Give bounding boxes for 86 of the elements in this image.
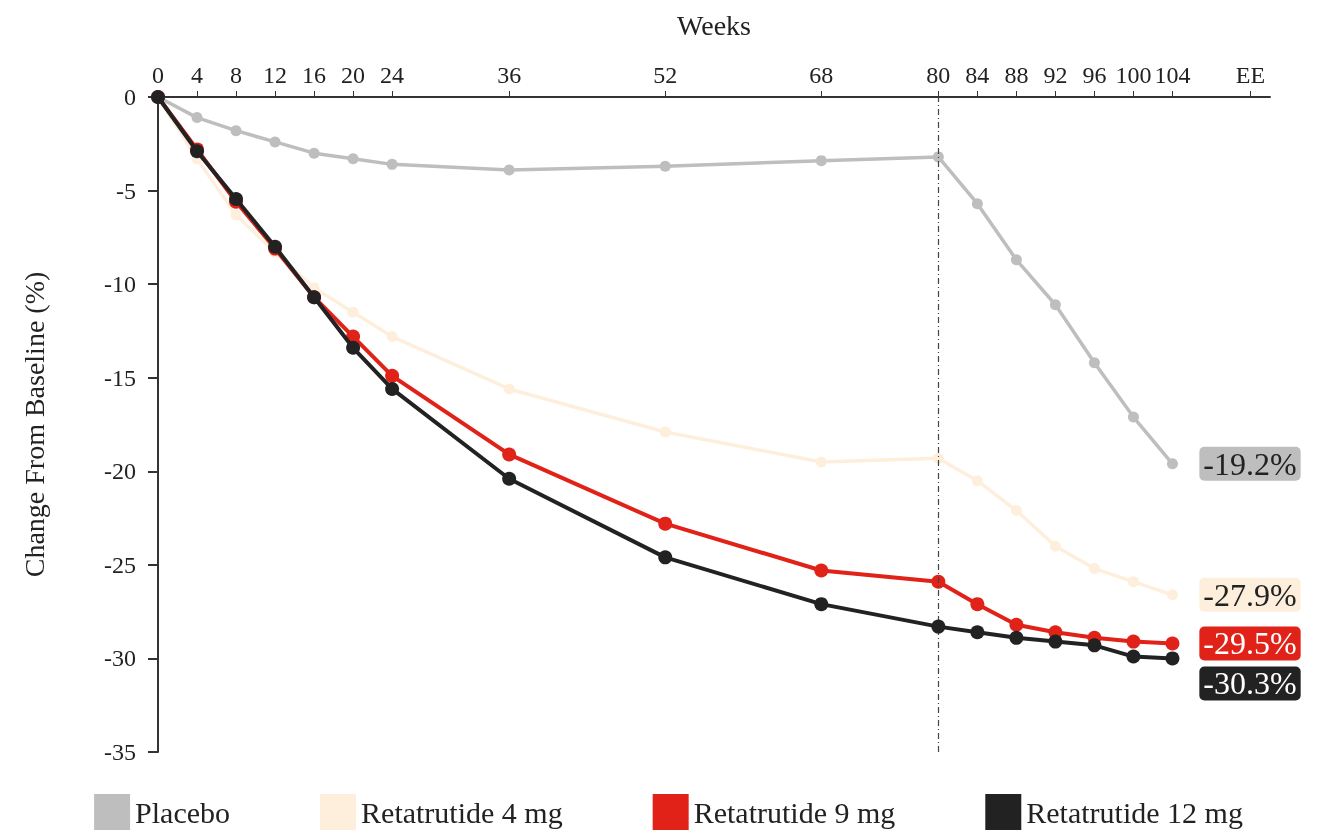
point bbox=[347, 306, 359, 318]
legend-label: Retatrutide 4 mg bbox=[361, 795, 563, 829]
point bbox=[932, 151, 944, 163]
y-tick-label: -30 bbox=[104, 645, 136, 672]
point bbox=[971, 198, 983, 210]
x-tick-label: 52 bbox=[653, 62, 678, 88]
x-tick-label: 80 bbox=[926, 62, 951, 88]
point bbox=[503, 383, 515, 395]
point bbox=[970, 597, 985, 612]
point bbox=[931, 574, 946, 589]
y-tick-label: -5 bbox=[116, 177, 136, 204]
x-tick-label: 92 bbox=[1043, 62, 1068, 88]
point bbox=[1049, 540, 1061, 552]
point bbox=[659, 160, 671, 172]
x-tick-label: 88 bbox=[1004, 62, 1029, 88]
point bbox=[970, 625, 985, 640]
annotation: -29.5% bbox=[1203, 625, 1297, 662]
x-tick-label: 8 bbox=[230, 62, 243, 88]
point bbox=[386, 158, 398, 170]
x-tick-label: 24 bbox=[380, 62, 405, 88]
point bbox=[1048, 634, 1063, 649]
point bbox=[1009, 617, 1024, 632]
x-tick-label: 4 bbox=[191, 62, 204, 88]
point bbox=[386, 331, 398, 343]
y-tick-label: -35 bbox=[104, 739, 136, 765]
x-tick-label: 68 bbox=[809, 62, 834, 88]
point bbox=[191, 112, 203, 124]
point bbox=[658, 550, 673, 565]
point bbox=[346, 340, 361, 355]
x-tick-label: 84 bbox=[965, 62, 990, 88]
point bbox=[1049, 299, 1061, 311]
point bbox=[1087, 638, 1102, 653]
y-axis-title: Change From Baseline (%) bbox=[18, 271, 50, 578]
point bbox=[1010, 254, 1022, 266]
point bbox=[502, 447, 517, 462]
y-tick-label: -25 bbox=[104, 551, 136, 578]
point bbox=[658, 516, 673, 531]
y-tick-label: -10 bbox=[104, 271, 136, 298]
point bbox=[1010, 505, 1022, 517]
point bbox=[1166, 589, 1178, 601]
legend-label: Retatrutide 12 mg bbox=[1026, 795, 1243, 829]
annotation: -30.3% bbox=[1203, 665, 1297, 702]
x-tick-label: 36 bbox=[497, 62, 522, 88]
annotation: -19.2% bbox=[1203, 445, 1297, 482]
x-tick-label: 0 bbox=[152, 62, 164, 88]
point bbox=[815, 456, 827, 468]
point bbox=[659, 426, 671, 438]
x-tick-label: EE bbox=[1235, 62, 1266, 88]
point bbox=[502, 471, 517, 486]
x-tick-label: 104 bbox=[1154, 62, 1191, 88]
point bbox=[1126, 634, 1141, 649]
point bbox=[1009, 630, 1024, 645]
point bbox=[1127, 576, 1139, 588]
y-tick-label: -15 bbox=[104, 364, 136, 391]
point bbox=[932, 452, 944, 464]
point bbox=[931, 619, 946, 634]
x-tick-label: 16 bbox=[302, 62, 327, 88]
y-tick-label: 0 bbox=[124, 84, 136, 110]
point bbox=[1166, 458, 1178, 470]
x-tick-label: 20 bbox=[341, 62, 366, 88]
point bbox=[814, 597, 829, 612]
point bbox=[503, 164, 515, 176]
point bbox=[1127, 411, 1139, 423]
x-tick-label: 12 bbox=[263, 62, 288, 88]
point bbox=[385, 381, 400, 396]
annotation: -27.9% bbox=[1203, 576, 1297, 613]
point bbox=[814, 563, 829, 578]
point bbox=[1088, 563, 1100, 575]
point bbox=[1165, 636, 1180, 651]
point bbox=[971, 475, 983, 487]
point bbox=[815, 155, 827, 167]
x-axis-title: Weeks bbox=[677, 9, 751, 41]
legend-label: Retatrutide 9 mg bbox=[693, 795, 896, 829]
y-tick-label: -20 bbox=[104, 458, 136, 485]
x-tick-label: 96 bbox=[1082, 62, 1107, 88]
point bbox=[347, 153, 359, 165]
point bbox=[230, 125, 242, 137]
point bbox=[230, 209, 242, 221]
point bbox=[1088, 357, 1100, 369]
x-tick-label: 100 bbox=[1115, 62, 1152, 88]
point bbox=[385, 368, 400, 383]
legend-label: Placebo bbox=[135, 795, 231, 829]
point bbox=[1165, 651, 1180, 666]
point bbox=[1126, 649, 1141, 664]
point bbox=[308, 147, 320, 159]
point bbox=[269, 136, 281, 148]
